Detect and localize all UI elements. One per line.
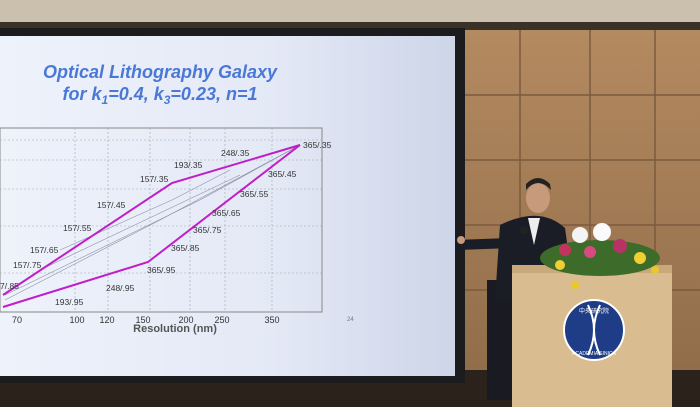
guide-lines xyxy=(4,144,301,301)
x-tick-label: 70 xyxy=(12,315,22,325)
point-label: 248/.35 xyxy=(221,148,250,158)
x-tick-label: 200 xyxy=(178,315,193,325)
slide-subtitle: for k1=0.4, k3=0.23, n=1 xyxy=(62,84,257,107)
grid xyxy=(0,128,322,312)
point-label: 157/.45 xyxy=(97,200,126,210)
emblem-top: 中央研究院 xyxy=(579,307,609,315)
subtitle-part: =0.4, k xyxy=(108,84,165,104)
lower-boundary xyxy=(2,144,301,308)
point-label: 365/.45 xyxy=(268,169,297,179)
point-label: 193/.35 xyxy=(174,160,203,170)
point-label: 365/.55 xyxy=(240,189,269,199)
emblem-bottom: ACADEMIA SINICA xyxy=(572,351,617,357)
point-label: 193/.95 xyxy=(55,297,84,307)
point-label: 248/.95 xyxy=(106,283,135,293)
point-label: 157/.75 xyxy=(13,260,42,270)
podium: 中央研究院 ACADEMIA SINICA xyxy=(512,265,672,407)
point-label: 365/.95 xyxy=(147,265,176,275)
x-tick-label: 250 xyxy=(214,315,229,325)
projection-screen xyxy=(0,36,455,376)
subtitle-part: =0.23, n=1 xyxy=(170,84,257,104)
flowers xyxy=(540,223,660,289)
x-tick-label: 350 xyxy=(264,315,279,325)
point-label: 157/.65 xyxy=(30,245,59,255)
point-label: 7/.85 xyxy=(0,281,19,291)
x-tick-label: 100 xyxy=(69,315,84,325)
x-axis-label: Resolution (nm) xyxy=(133,323,217,335)
plot xyxy=(0,127,323,313)
ceiling-edge xyxy=(0,22,700,32)
point-label: 157/.35 xyxy=(140,174,169,184)
point-label: 365/.65 xyxy=(212,208,241,218)
subscript: 3 xyxy=(164,93,171,107)
subtitle-part: for k xyxy=(62,84,102,104)
upper-boundary xyxy=(2,144,301,296)
point-label: 365/.75 xyxy=(193,225,222,235)
slide-title: Optical Lithography Galaxy xyxy=(43,62,278,82)
plot-frame xyxy=(0,127,323,313)
x-tick-label: 150 xyxy=(135,315,150,325)
x-tick-label: 120 xyxy=(99,315,114,325)
page-number: 24 xyxy=(347,317,354,323)
point-label: 365/.35 xyxy=(303,140,332,150)
point-label: 157/.55 xyxy=(63,223,92,233)
point-label: 365/.85 xyxy=(171,243,200,253)
subscript: 1 xyxy=(102,93,109,107)
